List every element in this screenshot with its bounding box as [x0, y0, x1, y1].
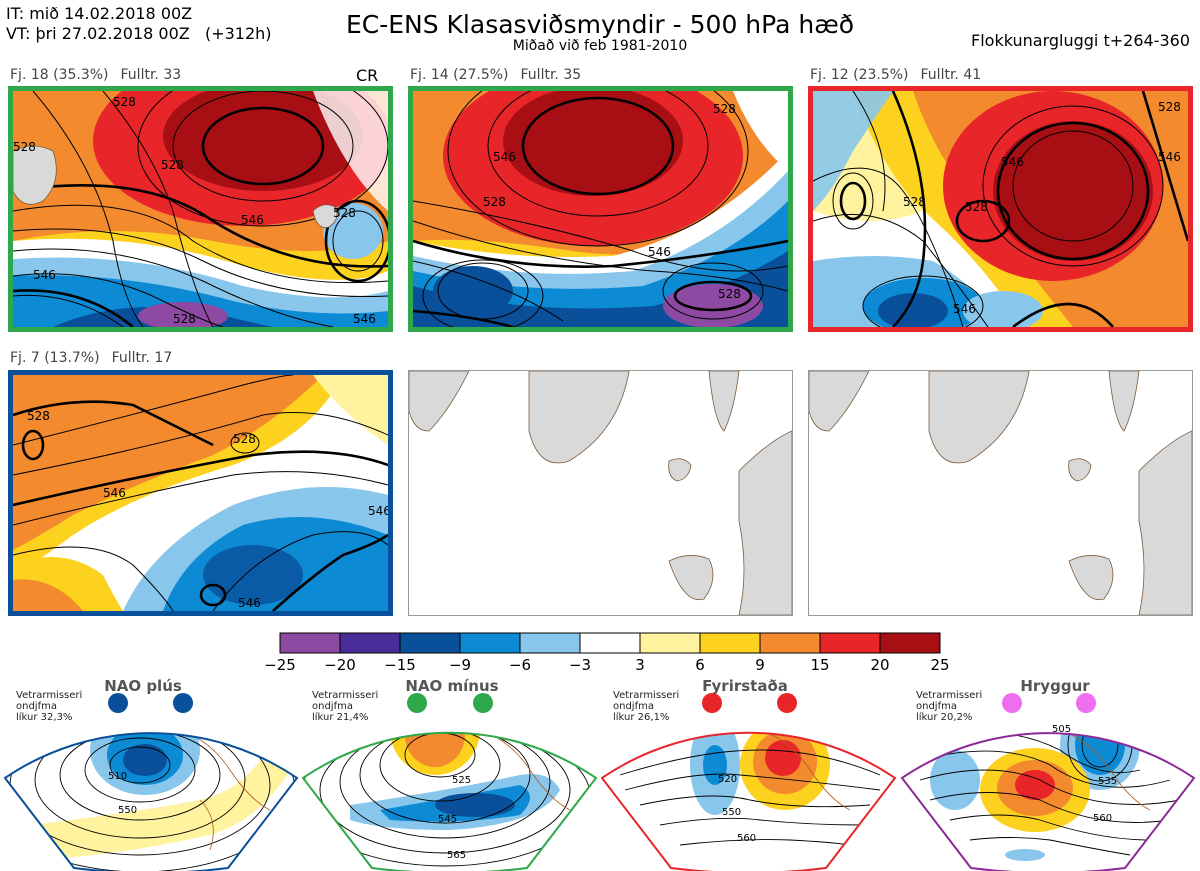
regime1-contour-label: 510 [108, 771, 127, 782]
p2-contour-label: 528 [718, 287, 741, 301]
panel-4-label: Fj. 7 (13.7%) Fulltr. 17 [10, 350, 184, 366]
colorbar-segment [459, 632, 521, 654]
p4-contour-label: 528 [233, 432, 256, 446]
p1-contour-label: 546 [241, 213, 264, 227]
colorbar-segment [279, 632, 341, 654]
p4-contour-label: 528 [27, 409, 50, 423]
p1-contour-label: 528 [161, 158, 184, 172]
empty-map-5 [408, 370, 793, 616]
cluster-map-4[interactable]: 528 528 546 546 546 [8, 370, 393, 616]
page-title: EC-ENS Klasasviðsmyndir - 500 hPa hæð [345, 10, 855, 39]
anomaly-colorbar [279, 632, 941, 654]
colorbar-segment [819, 632, 881, 654]
colorbar-tick: −9 [448, 656, 472, 674]
p2-contour-label: 528 [713, 102, 736, 116]
p3-contour-label: 546 [1001, 155, 1024, 169]
panel-4-count: Fj. 7 (13.7%) [10, 350, 100, 366]
p4-contour-label: 546 [368, 504, 388, 518]
colorbar-segment [399, 632, 461, 654]
regime-note-nao-plus: Vetrarmisseri ondjfma líkur 32,3% [16, 690, 83, 723]
p2-contour-label: 546 [493, 150, 516, 164]
panel-3-label: Fj. 12 (23.5%) Fulltr. 41 [810, 67, 993, 83]
p1-contour-label: 528 [13, 140, 36, 154]
cr-label: CR [356, 66, 379, 85]
p1-contour-label: 528 [333, 206, 356, 220]
p1-contour-label: 528 [173, 312, 196, 326]
panel-2-label: Fj. 14 (27.5%) Fulltr. 35 [410, 67, 593, 83]
regime-note-nao-minus: Vetrarmisseri ondjfma líkur 21,4% [312, 690, 379, 723]
panel-1-rep: Fulltr. 33 [120, 67, 182, 83]
colorbar-tick: 15 [810, 656, 830, 674]
panel-4-rep: Fulltr. 17 [111, 350, 173, 366]
p2-contour-label: 528 [483, 195, 506, 209]
colorbar-segment [759, 632, 821, 654]
cluster-map-2[interactable]: 546 528 546 528 528 [408, 86, 793, 332]
header-info: IT: mið 14.02.2018 00Z VT: þri 27.02.201… [6, 4, 272, 44]
panel-2-rep: Fulltr. 35 [520, 67, 582, 83]
cluster-map-3[interactable]: 546 528 528 546 546 528 [808, 86, 1193, 332]
panel-2-count: Fj. 14 (27.5%) [410, 67, 509, 83]
regime-note-blocking: Vetrarmisseri ondjfma líkur 26,1% [613, 690, 680, 723]
colorbar-tick: −3 [568, 656, 592, 674]
colorbar-tick: −6 [508, 656, 532, 674]
regime-name-nao-plus: NAO plús [104, 677, 182, 695]
p1-contour-label: 546 [353, 312, 376, 326]
colorbar-segment [879, 632, 941, 654]
regime-maps: 510 550 525 545 565 520 550 560 505 535 … [3, 693, 1196, 871]
p1-contour-label: 528 [113, 95, 136, 109]
panel-3-count: Fj. 12 (23.5%) [810, 67, 909, 83]
colorbar-tick: 25 [930, 656, 950, 674]
regime2-contour-label: 545 [438, 814, 457, 825]
p2-contour-label: 546 [648, 245, 671, 259]
regime3-contour-label: 520 [718, 774, 737, 785]
colorbar-tick: 20 [870, 656, 890, 674]
regime-name-nao-minus: NAO mínus [405, 677, 499, 695]
regime-name-blocking: Fyrirstaða [702, 677, 788, 695]
p3-contour-label: 528 [903, 195, 926, 209]
colorbar-tick: 9 [755, 656, 765, 674]
p3-contour-label: 546 [1158, 150, 1181, 164]
regime3-contour-label: 560 [737, 833, 756, 844]
regime-name-ridge: Hryggur [1020, 677, 1090, 695]
regime4-contour-label: 535 [1098, 776, 1117, 787]
colorbar-tick: −25 [264, 656, 296, 674]
panel-3-rep: Fulltr. 41 [920, 67, 982, 83]
empty-map-6 [808, 370, 1193, 616]
colorbar-tick: −15 [384, 656, 416, 674]
p4-contour-label: 546 [103, 486, 126, 500]
initial-time: IT: mið 14.02.2018 00Z [6, 4, 193, 23]
p3-contour-label: 546 [953, 302, 976, 316]
colorbar-tick: −20 [324, 656, 356, 674]
valid-time: VT: þri 27.02.2018 00Z (+312h) [6, 24, 272, 43]
colorbar-segment [579, 632, 641, 654]
panel-1-count: Fj. 18 (35.3%) [10, 67, 109, 83]
colorbar-tick: 3 [635, 656, 645, 674]
regime2-contour-label: 565 [447, 850, 466, 861]
colorbar-segment [699, 632, 761, 654]
colorbar-segment [639, 632, 701, 654]
p1-contour-label: 546 [33, 268, 56, 282]
p3-contour-label: 528 [965, 200, 988, 214]
regime4-contour-label: 560 [1093, 813, 1112, 824]
regime4-contour-label: 505 [1052, 724, 1071, 735]
regime-note-ridge: Vetrarmisseri ondjfma líkur 20,2% [916, 690, 983, 723]
p3-contour-label: 528 [1158, 100, 1181, 114]
regime3-contour-label: 550 [722, 807, 741, 818]
regime2-contour-label: 525 [452, 775, 471, 786]
panel-1-label: Fj. 18 (35.3%) Fulltr. 33 [10, 67, 193, 83]
classification-window: Flokkunargluggi t+264-360 [971, 31, 1190, 50]
colorbar-segment [519, 632, 581, 654]
regime1-contour-label: 550 [118, 805, 137, 816]
cluster-map-1[interactable]: 528 546 528 546 528 528 546 528 [8, 86, 393, 332]
page-subtitle: Miðað við feb 1981-2010 [512, 38, 688, 54]
colorbar-tick: 6 [695, 656, 705, 674]
colorbar-segment [339, 632, 401, 654]
colorbar-ticks: −25 −20 −15 −9 −6 −3 3 6 9 15 20 25 [250, 656, 970, 676]
p4-contour-label: 546 [238, 596, 261, 610]
